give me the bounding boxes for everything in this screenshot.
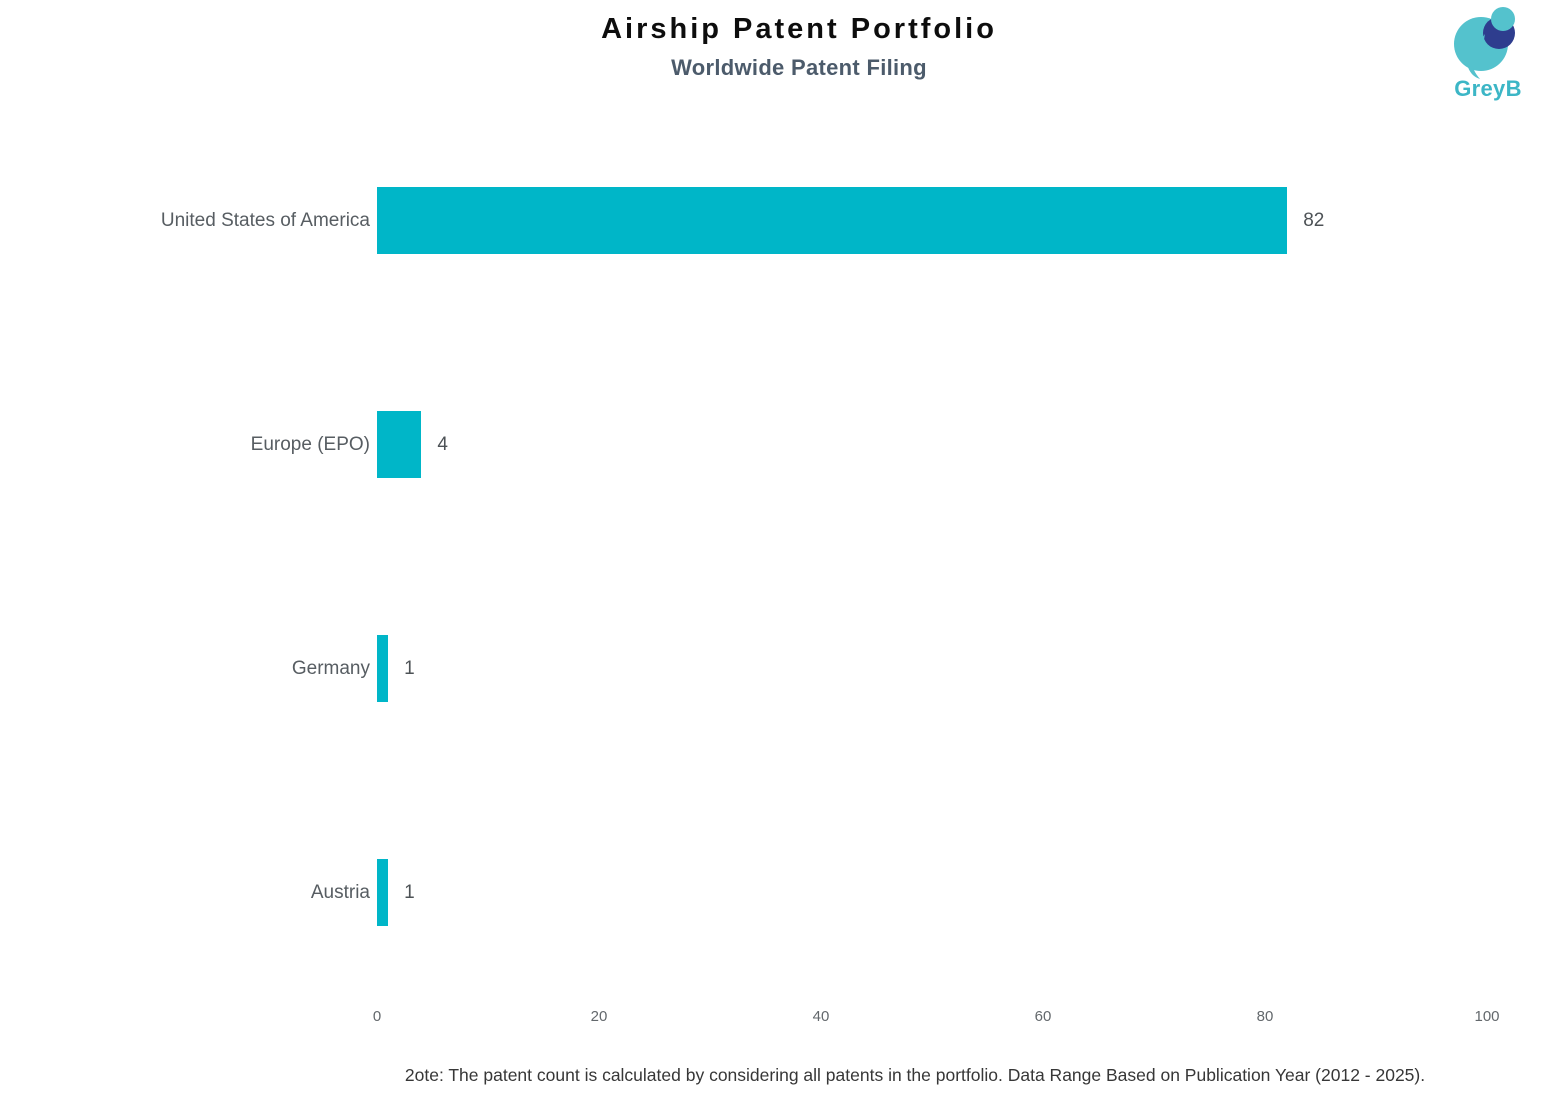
bar-value-label: 1: [404, 881, 415, 903]
footnote: 2ote: The patent count is calculated by …: [404, 1065, 1426, 1085]
greyb-logo-text: GreyB: [1454, 76, 1522, 101]
chart-row: Europe (EPO) 4: [0, 411, 1550, 478]
category-label: Austria: [310, 881, 370, 903]
bar-value-label: 82: [1303, 209, 1325, 231]
x-tick-label: 60: [1034, 1008, 1052, 1025]
x-tick-label: 20: [590, 1008, 608, 1025]
chart-title: Airship Patent Portfolio: [601, 13, 997, 45]
greyb-logo-icon: [1442, 6, 1534, 80]
chart-row: Germany 1: [0, 635, 1550, 702]
chart-subtitle: Worldwide Patent Filing: [671, 55, 927, 80]
bar-value-label: 1: [404, 657, 415, 679]
category-label: Europe (EPO): [250, 433, 370, 455]
chart-header: Airship Patent Portfolio Worldwide Paten…: [24, 0, 1550, 81]
x-tick-label: 40: [812, 1008, 830, 1025]
x-tick-label: 80: [1256, 1008, 1274, 1025]
chart-row: United States of America 82: [0, 187, 1550, 254]
bar: [377, 187, 1288, 254]
bar: [377, 635, 389, 702]
bar-value-label: 4: [437, 433, 448, 455]
x-axis: 0 20 40 60 80 100: [0, 1008, 1550, 1034]
x-tick-label: 100: [1474, 1008, 1500, 1025]
chart-row: Austria 1: [0, 859, 1550, 926]
category-label: Germany: [291, 657, 370, 679]
greyb-logo: GreyB: [1442, 6, 1534, 102]
category-label: United States of America: [160, 209, 370, 231]
bar: [377, 859, 389, 926]
x-tick-label: 0: [372, 1008, 382, 1025]
bar: [377, 411, 422, 478]
